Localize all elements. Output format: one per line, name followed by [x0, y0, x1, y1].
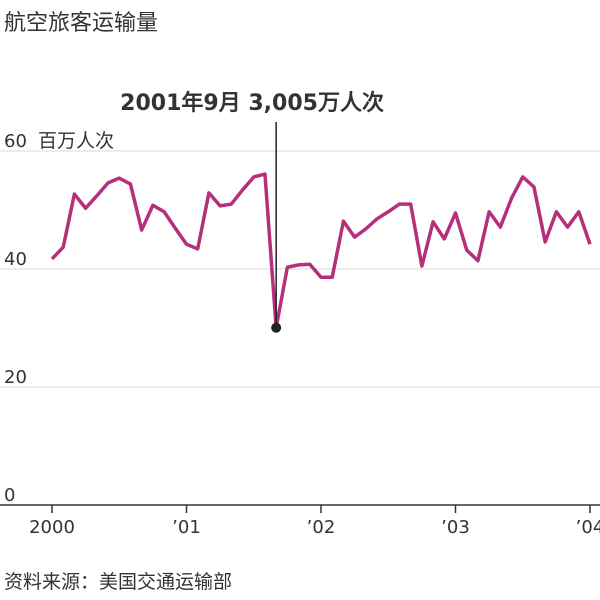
line	[50, 172, 592, 330]
y-tick-label: 0	[4, 485, 15, 506]
y-tick-label: 60	[4, 131, 27, 152]
annotation: 2001年9月 3,005万人次	[120, 90, 384, 116]
x-tick-label: ’01	[172, 517, 201, 538]
y-axis-label: 百万人次	[38, 130, 114, 152]
y-tick-label: 20	[4, 367, 27, 388]
x-tick-label: ’02	[307, 517, 336, 538]
annotation-point	[271, 322, 282, 333]
source: 资料来源：美国交通运输部	[4, 571, 232, 593]
x-tick-label: ’04	[576, 517, 600, 538]
x-tick-label: 2000	[29, 517, 75, 538]
y-tick-label: 40	[4, 249, 27, 270]
chart-title: 航空旅客运输量	[4, 11, 158, 36]
x-tick-label: ’03	[441, 517, 470, 538]
